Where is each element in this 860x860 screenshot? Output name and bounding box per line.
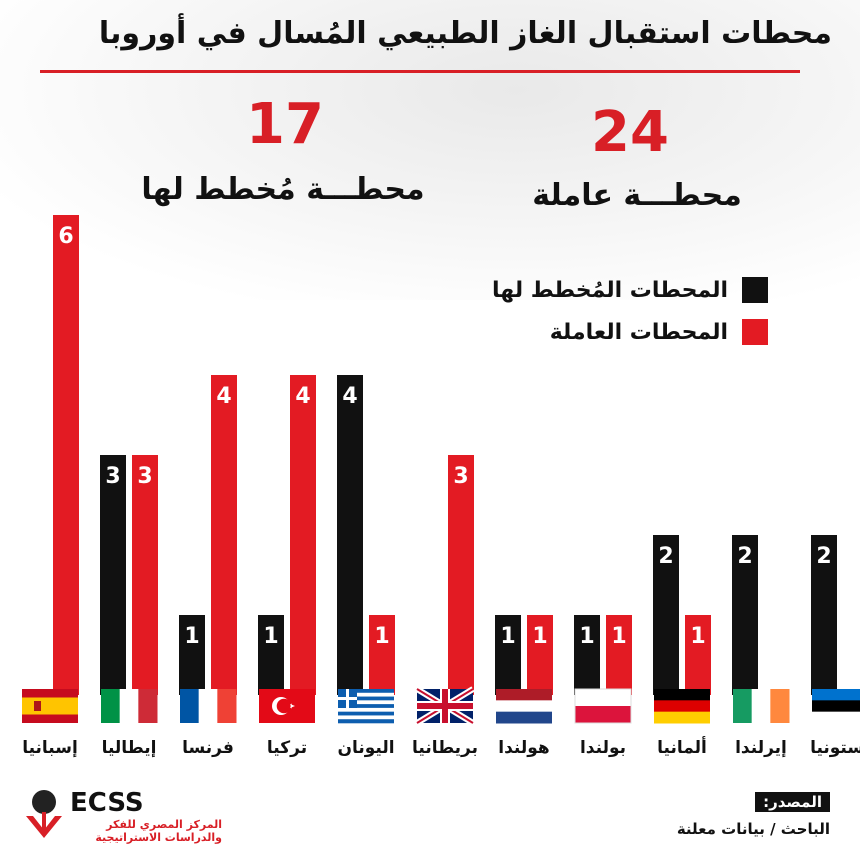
- planned-count-label: محطـــة مُخطط لها: [141, 172, 425, 207]
- bar-planned: [100, 455, 126, 695]
- ecss-emblem-icon: [26, 790, 62, 838]
- netherlands-flag-icon: [496, 689, 552, 724]
- country-label: إيرلندا: [735, 738, 787, 758]
- legend-swatch-operating: [742, 319, 768, 345]
- legend-item-planned: المحطات المُخطط لها: [492, 276, 768, 304]
- bar-value-label: 2: [658, 544, 673, 569]
- bar-value-label: 1: [500, 624, 515, 649]
- operating-count-label: محطـــة عاملة: [532, 178, 742, 213]
- bar-value-label: 2: [737, 544, 752, 569]
- bar-planned: [179, 615, 205, 695]
- bar-operating: [211, 375, 237, 695]
- bar-value-label: 4: [342, 384, 357, 409]
- legend-label-operating: المحطات العاملة: [549, 319, 728, 345]
- bar-value-label: 3: [105, 464, 120, 489]
- bar-value-label: 1: [263, 624, 278, 649]
- country-label: ألمانيا: [657, 738, 707, 758]
- bar-planned: [495, 615, 521, 695]
- bar-operating: [132, 455, 158, 695]
- bar-operating: [448, 455, 474, 695]
- country-label: تركيا: [266, 738, 308, 758]
- country-label: إيطاليا: [101, 738, 157, 758]
- bar-operating: [685, 615, 711, 695]
- bar-value-label: 1: [690, 624, 705, 649]
- title-underline: [40, 70, 800, 73]
- page-title: محطات استقبال الغاز الطبيعي المُسال في أ…: [98, 16, 832, 51]
- background-image: [0, 0, 860, 300]
- uk-flag-icon: [415, 686, 475, 726]
- country-label: فرنسا: [182, 738, 234, 758]
- country-label: هولندا: [498, 738, 550, 758]
- source-text: الباحث / بيانات معلنة: [676, 820, 830, 838]
- bar-value-label: 4: [216, 384, 231, 409]
- ecss-logo: ECSS المركز المصري للفكر والدراسات الاست…: [22, 786, 222, 846]
- bar-operating: [369, 615, 395, 695]
- logo-name: ECSS: [70, 788, 144, 818]
- bar-value-label: 3: [137, 464, 152, 489]
- legend-item-operating: المحطات العاملة: [550, 318, 768, 346]
- ireland-flag-icon: [733, 689, 790, 723]
- legend-label-planned: المحطات المُخطط لها: [492, 277, 728, 303]
- country-label: بولندا: [579, 738, 626, 758]
- legend-swatch-planned: [742, 277, 768, 303]
- country-label: بريطانيا: [412, 738, 478, 758]
- bar-value-label: 3: [453, 464, 468, 489]
- bar-value-label: 6: [58, 224, 73, 249]
- bar-operating: [290, 375, 316, 695]
- germany-flag-icon: [654, 689, 710, 724]
- bar-value-label: 4: [295, 384, 310, 409]
- operating-count: 24: [591, 100, 669, 165]
- poland-flag-icon: [574, 688, 632, 724]
- turkey-flag-icon: [259, 689, 315, 723]
- country-label: إسبانيا: [22, 738, 78, 758]
- bar-operating: [527, 615, 553, 695]
- bar-operating: [606, 615, 632, 695]
- bar-operating: [53, 215, 79, 695]
- france-flag-icon: [180, 689, 237, 723]
- bar-value-label: 2: [816, 544, 831, 569]
- greece-flag-icon: [338, 689, 394, 724]
- bar-planned: [811, 535, 837, 695]
- bar-value-label: 1: [611, 624, 626, 649]
- bar-planned: [258, 615, 284, 695]
- estonia-flag-icon: [812, 689, 860, 724]
- italy-flag-icon: [101, 689, 158, 723]
- bar-planned: [574, 615, 600, 695]
- bar-value-label: 1: [374, 624, 389, 649]
- country-label: اليونان: [337, 738, 395, 758]
- bar-value-label: 1: [184, 624, 199, 649]
- country-label: إستونيا: [810, 738, 860, 758]
- bar-value-label: 1: [532, 624, 547, 649]
- spain-flag-icon: [22, 689, 78, 723]
- bar-planned: [653, 535, 679, 695]
- bar-value-label: 1: [579, 624, 594, 649]
- planned-count: 17: [246, 92, 324, 157]
- bar-planned: [732, 535, 758, 695]
- bar-planned: [337, 375, 363, 695]
- logo-subtitle: المركز المصري للفكر والدراسات الاستراتيج…: [95, 818, 222, 844]
- source-label: المصدر:: [755, 792, 830, 812]
